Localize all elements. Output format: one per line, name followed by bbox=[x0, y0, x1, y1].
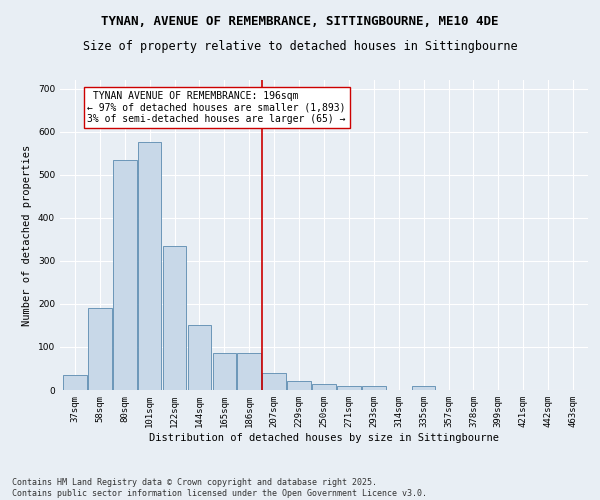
Bar bbox=[88, 308, 112, 390]
Bar bbox=[312, 384, 336, 390]
Text: TYNAN AVENUE OF REMEMBRANCE: 196sqm
← 97% of detached houses are smaller (1,893): TYNAN AVENUE OF REMEMBRANCE: 196sqm ← 97… bbox=[88, 91, 346, 124]
Bar bbox=[362, 386, 386, 390]
Bar bbox=[412, 386, 436, 390]
Y-axis label: Number of detached properties: Number of detached properties bbox=[22, 144, 32, 326]
Bar bbox=[63, 375, 87, 390]
Text: TYNAN, AVENUE OF REMEMBRANCE, SITTINGBOURNE, ME10 4DE: TYNAN, AVENUE OF REMEMBRANCE, SITTINGBOU… bbox=[101, 15, 499, 28]
Bar bbox=[138, 142, 161, 390]
Bar bbox=[262, 373, 286, 390]
Bar bbox=[212, 354, 236, 390]
Bar bbox=[163, 246, 187, 390]
X-axis label: Distribution of detached houses by size in Sittingbourne: Distribution of detached houses by size … bbox=[149, 432, 499, 442]
Bar bbox=[238, 354, 261, 390]
Bar bbox=[337, 386, 361, 390]
Bar bbox=[113, 160, 137, 390]
Text: Size of property relative to detached houses in Sittingbourne: Size of property relative to detached ho… bbox=[83, 40, 517, 53]
Bar bbox=[287, 382, 311, 390]
Text: Contains HM Land Registry data © Crown copyright and database right 2025.
Contai: Contains HM Land Registry data © Crown c… bbox=[12, 478, 427, 498]
Bar bbox=[188, 326, 211, 390]
